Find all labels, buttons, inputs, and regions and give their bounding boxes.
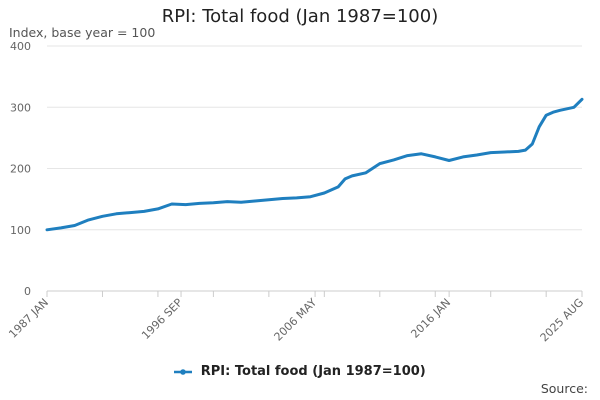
x-axis <box>46 290 583 297</box>
series-line[interactable] <box>45 97 584 232</box>
legend-label: RPI: Total food (Jan 1987=100) <box>200 364 426 379</box>
x-tick-label: 2016 JAN <box>408 296 453 341</box>
y-tick-label: 400 <box>10 40 31 53</box>
y-tick-label: 100 <box>10 224 31 237</box>
x-axis-ticks: 1987 JAN 1996 SEP 2006 MAY 2016 JAN 2025 AUG <box>6 296 586 345</box>
x-tick-label: 2006 MAY <box>272 296 320 344</box>
source-label: Source: <box>540 381 588 396</box>
y-tick-label: 0 <box>24 285 31 298</box>
legend[interactable]: RPI: Total food (Jan 1987=100) <box>0 364 600 379</box>
y-axis-ticks: 0 100 200 300 400 <box>10 40 31 298</box>
y-tick-label: 300 <box>10 101 31 114</box>
gridlines <box>47 45 582 231</box>
y-axis-label: Index, base year = 100 <box>9 25 156 40</box>
y-tick-label: 200 <box>10 163 31 176</box>
x-tick-label: 1987 JAN <box>6 296 51 341</box>
legend-symbol <box>174 368 193 375</box>
x-tick-label: 1996 SEP <box>139 296 185 342</box>
chart-title: RPI: Total food (Jan 1987=100) <box>161 6 439 27</box>
x-tick-label: 2025 AUG <box>538 296 587 345</box>
series-group <box>45 97 584 232</box>
